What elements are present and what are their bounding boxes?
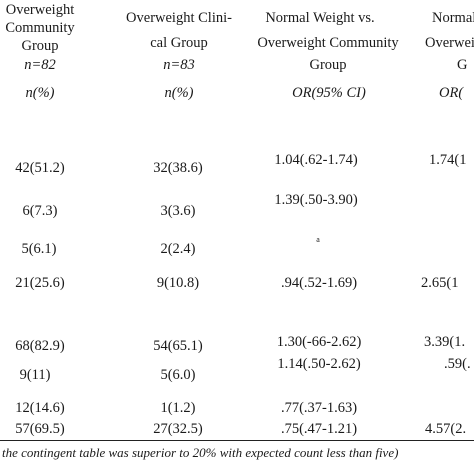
col3-header-line3: Group	[309, 57, 347, 73]
col2-header-n: n=83	[163, 57, 195, 73]
col3-header-unit: OR(95% CI)	[292, 85, 366, 101]
table-cell: 54(65.1)	[153, 338, 203, 354]
table-cell: 68(82.9)	[15, 338, 65, 354]
col4-header-unit: OR(	[439, 85, 464, 101]
table-cell: .94(.52-1.69)	[280, 275, 358, 291]
table-cell: .75(.47-1.21)	[280, 421, 358, 437]
col1-header-line2: Community	[5, 20, 75, 36]
table-cell: 1.14(.50-2.62)	[277, 356, 361, 372]
table-cell: 27(32.5)	[153, 421, 203, 437]
col4-header-line2: Overwei	[425, 35, 474, 51]
table-cell: 21(25.6)	[15, 275, 65, 291]
table-cell: 12(14.6)	[15, 400, 65, 416]
col1-header-unit: n(%)	[25, 85, 55, 101]
table-cell: 2.65(1	[421, 275, 459, 291]
table-cell: 5(6.0)	[160, 367, 196, 383]
table-cell: .59(.	[444, 356, 471, 372]
table-cell: 1(1.2)	[160, 400, 196, 416]
col1-header-line1: Overweight	[5, 2, 75, 18]
table-cell: 57(69.5)	[15, 421, 65, 437]
table-cell: 1.04(.62-1.74)	[274, 152, 358, 168]
table-cell: 3(3.6)	[160, 203, 196, 219]
col3-header-line2: Overweight Community	[257, 35, 399, 51]
table-cell: 6(7.3)	[22, 203, 58, 219]
table-cell: 3.39(1.	[424, 334, 466, 350]
table-cell: .77(.37-1.63)	[280, 400, 358, 416]
table-cell: 9(11)	[19, 367, 51, 383]
col3-header-line1: Normal Weight vs.	[265, 10, 375, 26]
col1-header-n: n=82	[24, 57, 56, 73]
table-cell: 1.30(-66-2.62)	[276, 334, 362, 350]
table-cell: 2(2.4)	[160, 241, 196, 257]
table-footnote: the contingent table was superior to 20%…	[2, 445, 399, 460]
table-cell-footnote-marker: a	[316, 235, 320, 244]
table-cell: 5(6.1)	[21, 241, 57, 257]
col2-header-line1: Overweight Clini-	[126, 10, 232, 26]
col4-header-line3: G	[457, 57, 468, 73]
col4-header-line1: Normal	[432, 10, 474, 26]
table-cell: 1.39(.50-3.90)	[274, 192, 358, 208]
col2-header-line2: cal Group	[150, 35, 208, 51]
table-cell: 32(38.6)	[153, 160, 203, 176]
col2-header-unit: n(%)	[164, 85, 194, 101]
table-cell: 1.74(1	[429, 152, 467, 168]
col1-header-line3: Group	[21, 38, 59, 54]
table-cell: 4.57(2.	[425, 421, 467, 437]
table-cell: 42(51.2)	[15, 160, 65, 176]
table-cell: 9(10.8)	[156, 275, 200, 291]
table-bottom-rule	[0, 440, 474, 441]
